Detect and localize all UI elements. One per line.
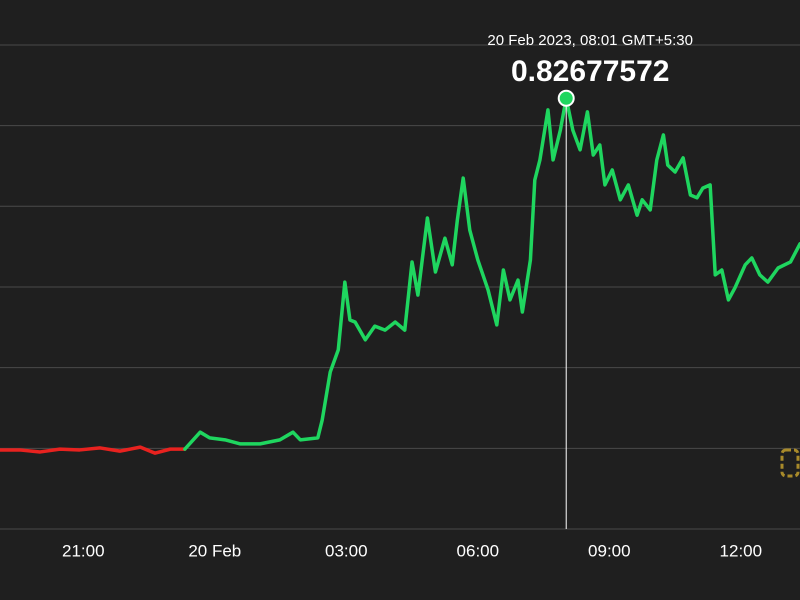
x-tick-label: 06:00 [457, 541, 500, 560]
tooltip-date: 20 Feb 2023, 08:01 GMT+5:30 [487, 32, 693, 49]
icon-frame [780, 448, 800, 478]
tooltip-value: 0.82677572 [511, 55, 670, 88]
x-tick-label: 03:00 [325, 541, 368, 560]
marker-icon [780, 448, 800, 478]
highlight-dot [557, 89, 575, 107]
price-line [183, 96, 800, 451]
x-tick-label: 20 Feb [188, 541, 241, 560]
price-line [0, 445, 187, 455]
x-tick-label: 12:00 [720, 541, 763, 560]
x-tick-label: 09:00 [588, 541, 631, 560]
x-axis: 21:00 20 Feb 03:00 06:00 09:00 12:00 [62, 541, 762, 560]
x-tick-label: 21:00 [62, 541, 105, 560]
lines [0, 89, 800, 529]
tooltip: 20 Feb 2023, 08:01 GMT+5:30 0.82677572 [487, 32, 693, 88]
